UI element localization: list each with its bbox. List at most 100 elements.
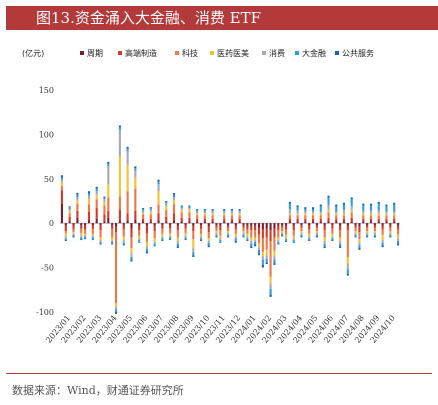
bar-segment [234,236,237,239]
bar-segment [84,235,87,237]
bar-segment [80,228,83,233]
bar-segment [95,199,98,209]
bar-segment [118,125,121,128]
bar-segment [323,223,326,226]
bar-segment [257,227,261,235]
bar-segment [176,225,179,231]
bar-segment [315,236,318,238]
bar-segment [250,230,253,238]
bar-segment [354,234,357,237]
bar-segment [211,218,214,222]
bar-segment [87,199,91,205]
bar-segment [169,235,172,238]
bar-segment [95,191,98,195]
bar-segment [145,241,148,247]
bar-segment [157,179,160,182]
bar-segment [296,218,299,222]
bar-segment [64,232,67,237]
bar-segment [377,218,380,222]
bar-segment [323,225,326,231]
y-tick-label: 150 [39,86,54,95]
legend-label: 周期 [87,49,103,58]
bar-segment [122,223,125,225]
bar-segment [142,210,145,213]
bar-segment [107,161,110,164]
bar-segment [180,221,183,224]
bar-segment [172,220,176,224]
bar-segment [91,228,94,234]
bar-segment [385,213,388,216]
bar-segment [350,197,353,200]
bar-segment [215,234,218,237]
bar-segment [60,179,63,183]
bars-group [60,125,400,314]
bar-segment [265,223,268,229]
bar-segment [362,221,365,224]
bar-segment [215,232,218,235]
bar-segment [346,230,349,257]
bar-segment [196,209,199,212]
bar-segment [377,213,380,216]
bar-segment [273,259,276,264]
bar-segment [223,208,226,210]
bar-segment [381,225,384,230]
bar-segment [261,256,264,260]
bar-segment [60,182,63,186]
bar-segment [304,213,307,216]
legend-label: 科技 [182,48,198,58]
bar-segment [68,213,71,217]
bar-segment [362,203,365,206]
bar-segment [265,249,268,256]
bar-segment [211,209,214,212]
bar-segment [219,235,222,239]
bar-segment [153,231,156,239]
bar-segment [393,213,396,216]
bar-segment [254,230,257,238]
bar-segment [122,244,125,246]
bar-segment [157,184,160,192]
bar-segment [68,216,71,222]
bar-segment [250,240,253,244]
bar-segment [134,166,137,169]
bar-segment [165,206,168,210]
bar-segment [369,203,373,206]
bar-segment [327,195,330,198]
bar-segment [60,177,63,180]
bar-segment [165,201,168,202]
bar-segment [192,231,195,240]
bar-segment [111,237,114,241]
bar-segment [223,209,226,212]
bar-segment [84,233,87,236]
bar-segment [230,215,233,219]
bar-segment [219,240,222,242]
bar-segment [227,236,230,238]
bar-segment [169,237,172,240]
bar-segment [389,234,392,237]
bar-segment [176,243,179,247]
bar-segment [172,204,176,214]
bar-segment [80,224,83,229]
bar-segment [76,217,79,224]
bar-segment [118,129,121,157]
bar-segment [377,210,380,214]
bar-segment [389,224,392,228]
bar-segment [292,230,295,236]
bar-segment [296,210,299,214]
bar-segment [72,224,75,230]
bar-segment [277,223,280,226]
y-tick-label: 50 [44,175,54,184]
bar-segment [111,224,114,229]
bar-segment [373,224,376,228]
bar-segment [254,241,257,245]
bar-segment [350,206,353,210]
bar-segment [358,232,361,240]
bar-segment [153,245,156,247]
bar-segment [114,226,118,233]
bar-segment [246,238,249,241]
bar-segment [72,232,75,234]
bar-segment [107,210,110,218]
bar-segment [114,232,118,304]
bar-segment [292,235,295,239]
bar-segment [246,225,249,230]
bar-segment [180,217,183,222]
